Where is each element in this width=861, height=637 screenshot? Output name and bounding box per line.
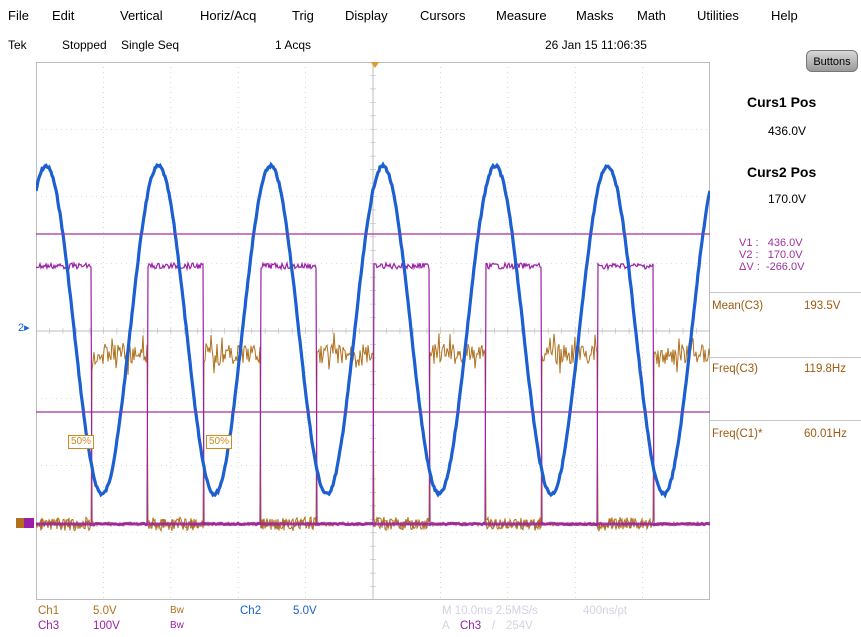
cursor-readout-dv: ΔV : -266.0V (739, 261, 804, 273)
ch3-bandwidth: Bw (170, 620, 184, 631)
measurement-value: 119.8Hz (804, 363, 846, 375)
cursor-readout-v1: V1 : 436.0V (739, 237, 803, 249)
measurement-divider (710, 420, 861, 421)
menu-display[interactable]: Display (345, 8, 388, 23)
ch2-marker-label: 2 (18, 322, 24, 334)
ch1-name[interactable]: Ch1 (38, 605, 59, 617)
ch2-scale[interactable]: 5.0V (293, 605, 317, 617)
level-marker-1: 50% (68, 435, 94, 449)
waveform-canvas (36, 62, 710, 600)
record-readout: 400ns/pt (583, 605, 627, 617)
menu-help[interactable]: Help (771, 8, 798, 23)
measurement-divider (710, 357, 861, 358)
curs2-value: 170.0V (768, 192, 806, 206)
curs2-title: Curs2 Pos (747, 164, 816, 180)
menu-bar: File Edit Vertical Horiz/Acq Trig Displa… (0, 0, 861, 30)
menu-measure[interactable]: Measure (496, 8, 547, 23)
acq-mode: Single Seq (121, 38, 179, 52)
trigger-level[interactable]: 254V (506, 620, 533, 632)
ch2-name[interactable]: Ch2 (240, 605, 261, 617)
menu-vertical[interactable]: Vertical (120, 8, 163, 23)
measurement-label: Mean(C3) (712, 300, 763, 312)
channel-readout-bar: Ch1 5.0V Bw Ch2 5.0V Ch3 100V Bw M 10.0m… (0, 603, 861, 637)
measurement-label: Freq(C1)* (712, 428, 762, 440)
menu-masks[interactable]: Masks (576, 8, 614, 23)
menu-utilities[interactable]: Utilities (697, 8, 739, 23)
trigger-source[interactable]: Ch3 (460, 620, 481, 632)
measurement-divider (710, 292, 861, 293)
trigger-prefix: A (442, 620, 450, 632)
level-marker-2: 50% (206, 435, 232, 449)
ch3-name[interactable]: Ch3 (38, 620, 59, 632)
trigger-position-marker[interactable] (370, 62, 380, 68)
waveform-display[interactable] (36, 62, 710, 600)
measurement-label: Freq(C3) (712, 363, 758, 375)
ch1-bandwidth: Bw (170, 605, 184, 616)
ch3-baseline-waveform (36, 523, 710, 524)
cursor-readout-v2: V2 : 170.0V (739, 249, 803, 261)
acq-count: 1 Acqs (275, 38, 311, 52)
curs1-value: 436.0V (768, 124, 806, 138)
menu-trig[interactable]: Trig (292, 8, 314, 23)
curs1-title: Curs1 Pos (747, 94, 816, 110)
measurement-value: 193.5V (804, 300, 840, 312)
menu-edit[interactable]: Edit (52, 8, 74, 23)
timebase-readout[interactable]: M 10.0ms 2.5MS/s (442, 605, 538, 617)
trigger-slope: / (492, 620, 495, 632)
menu-horiz-acq[interactable]: Horiz/Acq (200, 8, 256, 23)
ch3-scale[interactable]: 100V (93, 620, 120, 632)
ch2-ground-marker[interactable]: 2▸ (18, 322, 30, 334)
menu-file[interactable]: File (8, 8, 29, 23)
status-bar: Tek Stopped Single Seq 1 Acqs 26 Jan 15 … (0, 30, 861, 54)
date-time: 26 Jan 15 11:06:35 (545, 38, 647, 52)
measurement-value: 60.01Hz (804, 428, 847, 440)
buttons-button[interactable]: Buttons (806, 50, 858, 72)
ch1-scale[interactable]: 5.0V (93, 605, 117, 617)
ch3-ground-marker[interactable] (24, 518, 34, 528)
menu-math[interactable]: Math (637, 8, 666, 23)
run-state: Stopped (62, 38, 107, 52)
menu-cursors[interactable]: Cursors (420, 8, 466, 23)
brand-label: Tek (8, 38, 27, 52)
